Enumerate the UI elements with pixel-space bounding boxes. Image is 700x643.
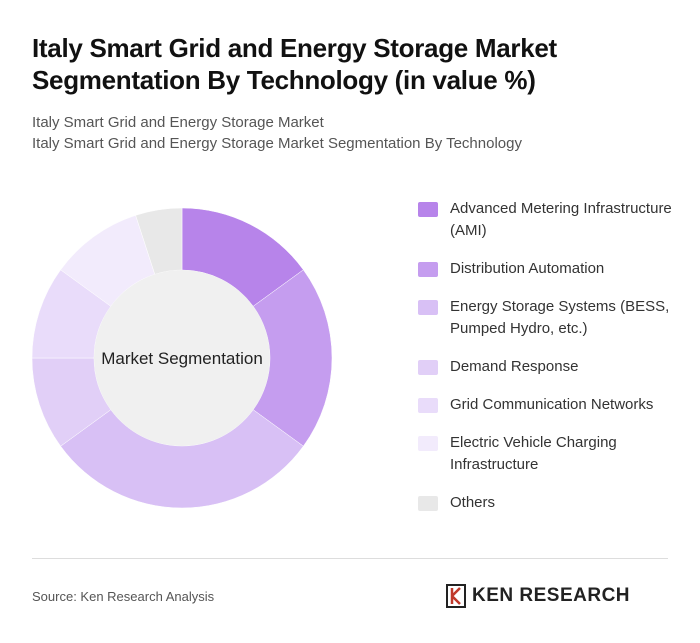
legend-item: Energy Storage Systems (BESS, Pumped Hyd…	[418, 296, 678, 340]
legend-swatch	[418, 300, 438, 315]
subtitle: Italy Smart Grid and Energy Storage Mark…	[32, 114, 324, 131]
legend-item: Advanced Metering Infrastructure (AMI)	[418, 198, 678, 242]
donut-hole	[94, 270, 270, 446]
source: Source: Ken Research Analysis	[32, 589, 215, 604]
logo-icon	[446, 584, 466, 608]
legend-item: Demand Response	[418, 356, 678, 378]
legend-swatch	[418, 360, 438, 375]
legend-item: Distribution Automation	[418, 258, 678, 280]
legend-label: Demand Response	[450, 358, 579, 375]
legend-label: Grid Communication Networks	[450, 396, 654, 413]
center-label: Market Segmentation	[101, 349, 263, 368]
legend-swatch	[418, 262, 438, 277]
logo: KEN RESEARCH	[446, 584, 630, 608]
legend-label: Energy Storage Systems (BESS, Pumped Hyd…	[450, 298, 670, 337]
divider	[32, 558, 668, 559]
donut-chart: Market Segmentation	[31, 207, 333, 509]
legend: Advanced Metering Infrastructure (AMI) Di…	[418, 198, 678, 530]
legend-label: Electric Vehicle Charging Infrastructure	[450, 434, 617, 473]
legend-swatch	[418, 436, 438, 451]
legend-item: Grid Communication Networks	[418, 394, 678, 416]
legend-swatch	[418, 496, 438, 511]
legend-label: Distribution Automation	[450, 260, 605, 277]
legend-label: Advanced Metering Infrastructure (AMI)	[450, 200, 672, 239]
legend-swatch	[418, 202, 438, 217]
legend-item: Electric Vehicle Charging Infrastructure	[418, 432, 678, 476]
subtitle: Italy Smart Grid and Energy Storage Mark…	[32, 135, 522, 152]
legend-item: Others	[418, 492, 678, 514]
legend-swatch	[418, 398, 438, 413]
logo-text: KEN RESEARCH	[472, 585, 631, 606]
title: Italy Smart Grid and Energy Storage Mark…	[32, 33, 557, 95]
legend-label: Others	[450, 494, 496, 511]
